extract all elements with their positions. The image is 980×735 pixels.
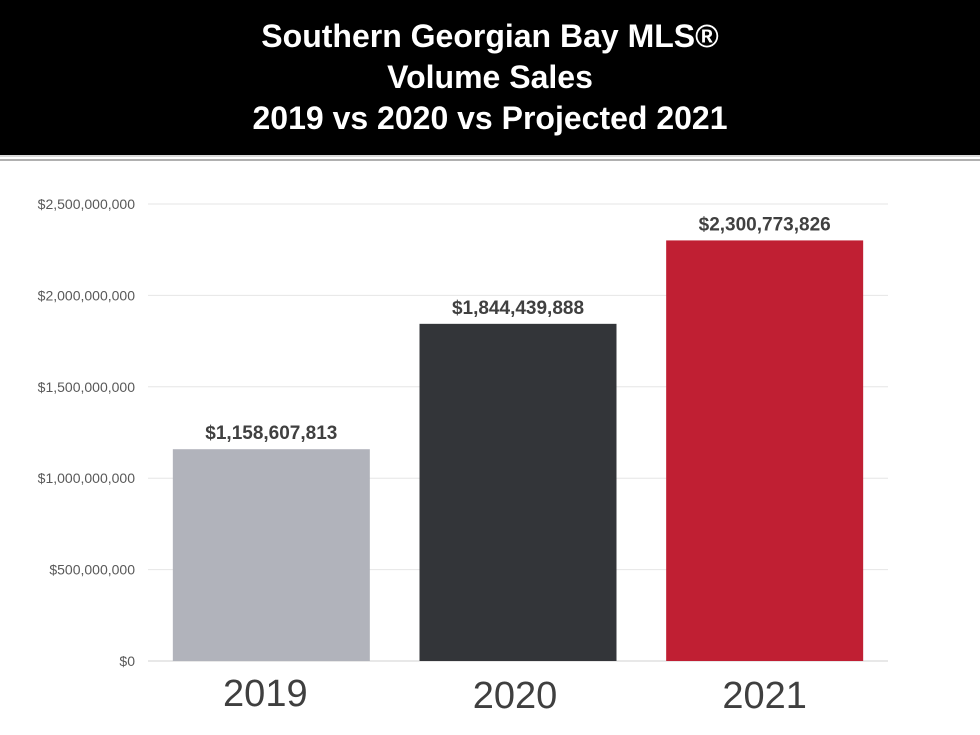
header-divider-dark [0, 159, 980, 161]
chart-title-line-2: Volume Sales [387, 59, 593, 95]
chart-title-line-1: Southern Georgian Bay MLS® [261, 18, 719, 54]
y-tick-label: $500,000,000 [49, 562, 135, 578]
y-tick-label: $2,000,000,000 [38, 287, 136, 303]
chart-title-banner: Southern Georgian Bay MLS® Volume Sales … [0, 0, 980, 155]
header-divider-light [0, 155, 980, 157]
x-category-label: 2019 [223, 673, 308, 715]
y-tick-label: $1,500,000,000 [38, 379, 136, 395]
bar-value-label: $1,158,607,813 [205, 423, 337, 444]
x-category-label: 2021 [722, 675, 807, 717]
x-category-label: 2020 [473, 675, 558, 717]
chart-title-line-3: 2019 vs 2020 vs Projected 2021 [252, 100, 728, 136]
bar [419, 323, 617, 661]
y-tick-label: $2,500,000,000 [38, 196, 136, 212]
bar [172, 449, 370, 661]
bar-value-label: $1,844,439,888 [452, 298, 584, 319]
y-tick-label: $0 [119, 653, 135, 669]
bar-value-label: $2,300,773,826 [699, 214, 831, 235]
y-tick-label: $1,000,000,000 [38, 470, 136, 486]
bar [666, 240, 864, 661]
